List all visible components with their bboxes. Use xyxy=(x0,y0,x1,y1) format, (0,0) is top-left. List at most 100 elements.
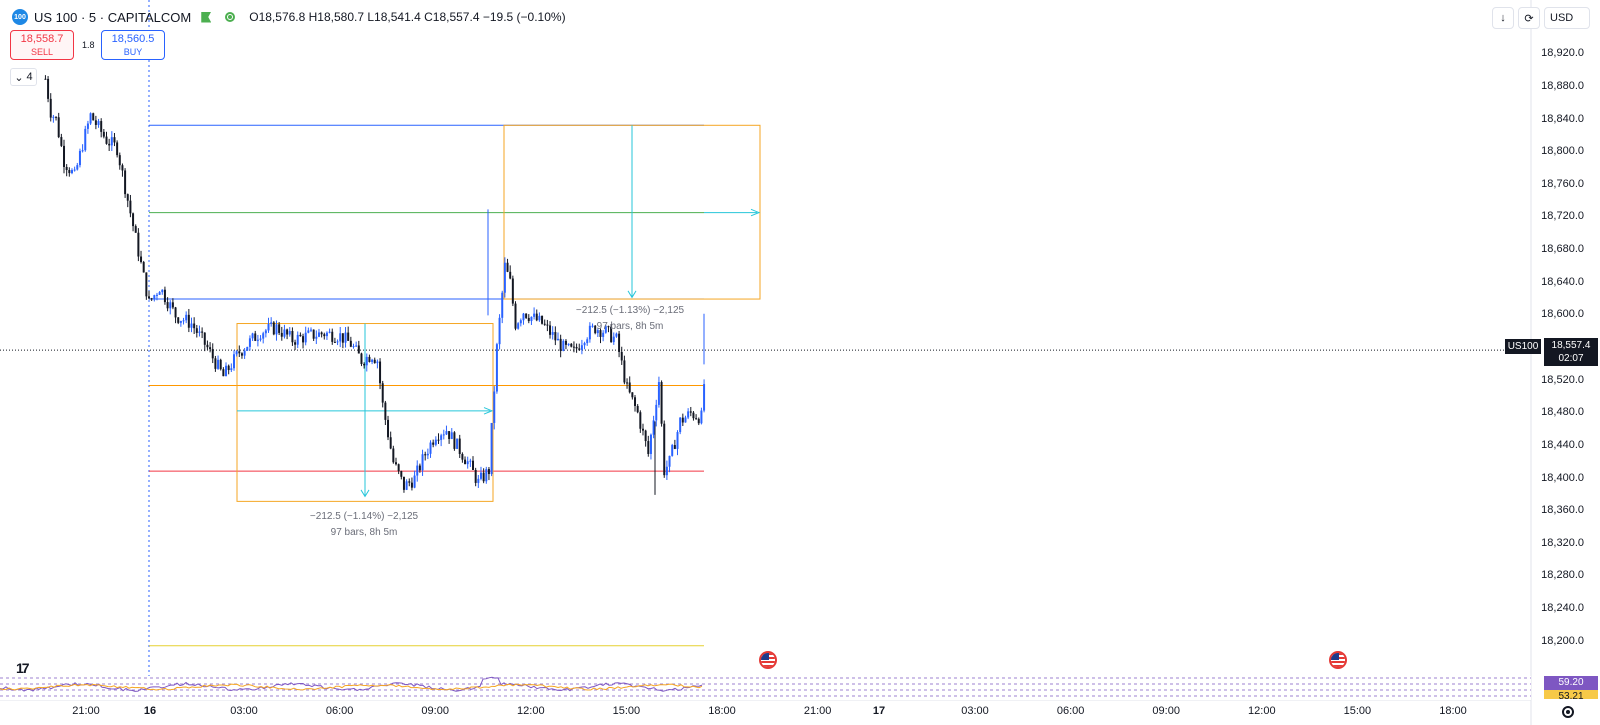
candle-body xyxy=(142,262,145,273)
us-event-flag-icon[interactable] xyxy=(759,651,777,669)
price-axis-label: 18,800.0 xyxy=(1541,145,1584,158)
price-axis-label: 18,640.0 xyxy=(1541,275,1584,288)
candle-body xyxy=(108,143,111,146)
candle-body xyxy=(177,317,180,323)
candle-body xyxy=(394,462,397,465)
candle-body xyxy=(259,338,262,340)
candle-body xyxy=(697,418,700,424)
candle-body xyxy=(155,294,158,296)
candle-body xyxy=(376,361,379,364)
candle-body xyxy=(434,439,437,445)
candle-body xyxy=(549,325,552,335)
candle-body xyxy=(461,453,464,460)
candle-body xyxy=(195,328,198,333)
candle-body xyxy=(482,472,485,482)
candle-body xyxy=(583,343,586,346)
candle-body xyxy=(100,121,103,132)
candle-body xyxy=(225,365,228,377)
candle-body xyxy=(129,200,132,214)
candle-body xyxy=(410,482,413,488)
price-axis-label: 18,320.0 xyxy=(1541,536,1584,549)
time-axis-label: 06:00 xyxy=(1056,705,1085,717)
symbol-legend[interactable]: 100 US 100 · 5 · CAPITALCOM O18,576.8 H1… xyxy=(12,8,566,26)
candle-body xyxy=(599,330,602,337)
candle-body xyxy=(185,314,188,321)
candle-body xyxy=(641,428,644,431)
price-axis-label: 18,600.0 xyxy=(1541,308,1584,321)
candle-body xyxy=(657,382,660,405)
candle-body xyxy=(336,341,339,343)
candle-body xyxy=(570,343,573,347)
candle-body xyxy=(498,317,501,345)
candle-body xyxy=(312,329,315,339)
candle-body xyxy=(387,419,390,438)
candle-body xyxy=(389,437,392,449)
candle-body xyxy=(660,382,663,424)
measure-1-arrowhead-right xyxy=(483,407,494,415)
candle-body xyxy=(703,384,706,411)
candle-body xyxy=(543,323,546,325)
currency-select[interactable]: USD xyxy=(1544,7,1590,29)
tradingview-logo-icon[interactable]: 17 xyxy=(16,660,30,676)
buy-button[interactable]: 18,560.5 BUY xyxy=(101,30,165,60)
ohlc-values: O18,576.8 H18,580.7 L18,541.4 C18,557.4 … xyxy=(249,10,565,24)
candle-body xyxy=(174,307,177,318)
candle-body xyxy=(272,322,275,335)
candle-body xyxy=(458,438,461,454)
spread-value: 1.8 xyxy=(82,40,95,50)
candle-body xyxy=(323,334,326,337)
candle-body xyxy=(52,116,55,118)
price-axis-label: 18,480.0 xyxy=(1541,406,1584,419)
price-axis-label: 18,240.0 xyxy=(1541,602,1584,615)
time-axis-label: 12:00 xyxy=(1248,705,1276,717)
candle-body xyxy=(424,454,427,456)
candle-body xyxy=(232,354,235,369)
candle-body xyxy=(94,120,97,125)
us-event-flag-icon[interactable] xyxy=(1329,651,1347,669)
refresh-button[interactable]: ⟳ xyxy=(1518,7,1540,29)
candle-body xyxy=(352,346,355,348)
price-axis-label: 18,400.0 xyxy=(1541,471,1584,484)
candle-body xyxy=(254,333,257,341)
time-axis-label: 18:00 xyxy=(1439,705,1467,717)
candle-body xyxy=(299,334,302,337)
candle-body xyxy=(519,320,522,324)
low-value: L18,541.4 xyxy=(367,10,421,24)
measure-2-bars: 97 bars, 8h 5m xyxy=(596,321,664,332)
candle-body xyxy=(328,331,331,333)
candle-body xyxy=(673,445,676,449)
candle-body xyxy=(65,166,68,171)
candle-body xyxy=(304,332,307,343)
candle-body xyxy=(84,128,87,151)
candle-body xyxy=(357,345,360,354)
flag-icon[interactable] xyxy=(201,11,212,23)
candle-body xyxy=(551,332,554,335)
candle-body xyxy=(118,155,121,166)
candle-body xyxy=(267,323,270,331)
candle-body xyxy=(392,448,395,463)
symbol-title[interactable]: US 100 · 5 · CAPITALCOM xyxy=(34,9,192,25)
candle-body xyxy=(92,113,95,121)
candle-body xyxy=(466,461,469,465)
current-price: 18,557.4 xyxy=(1551,340,1591,351)
candle-body xyxy=(588,325,591,340)
measure-label-2: −212.5 (−1.13%) −2,125 97 bars, 8h 5m xyxy=(576,303,684,335)
sell-button[interactable]: 18,558.7 SELL xyxy=(10,30,74,60)
time-axis-label: 12:00 xyxy=(517,705,545,717)
candle-body xyxy=(145,272,148,297)
gear-icon[interactable] xyxy=(1562,706,1574,718)
current-price-tag: 18,557.4 02:07 xyxy=(1544,338,1598,366)
candle-body xyxy=(291,331,294,343)
time-axis-label: 06:00 xyxy=(325,705,354,717)
indicators-collapse-button[interactable]: ⌄ 4 xyxy=(10,68,37,86)
candle-body xyxy=(689,411,692,413)
candle-body xyxy=(610,326,613,343)
candle-body xyxy=(333,341,336,343)
time-axis-label: 15:00 xyxy=(1343,705,1372,717)
download-button[interactable]: ↓ xyxy=(1492,7,1514,29)
candle-body xyxy=(541,315,544,324)
time-axis-label: 09:00 xyxy=(1152,705,1180,717)
candle-body xyxy=(206,344,209,348)
candle-body xyxy=(148,296,150,299)
